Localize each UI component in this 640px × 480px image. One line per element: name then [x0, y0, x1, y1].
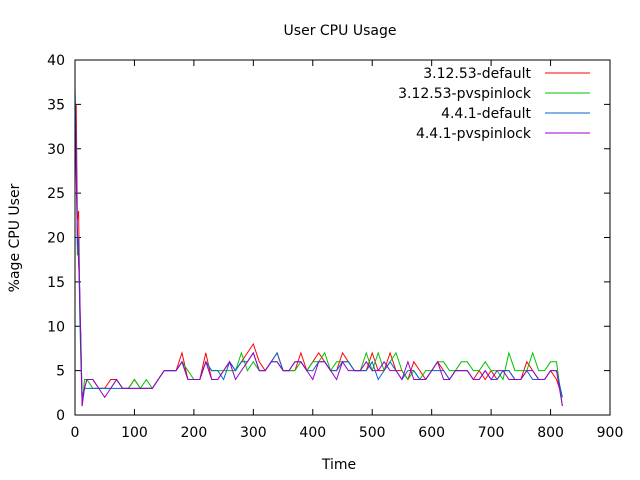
chart-title: User CPU Usage: [284, 23, 397, 39]
y-tick-label: 5: [56, 364, 65, 380]
legend-label-4: 4.4.1-pvspinlock: [416, 126, 532, 142]
x-tick-label: 900: [597, 425, 624, 441]
x-tick-label: 700: [478, 425, 505, 441]
y-axis-label: %age CPU User: [7, 183, 23, 292]
x-tick-label: 800: [537, 425, 564, 441]
series-layer: [74, 86, 563, 407]
x-tick-label: 100: [121, 425, 148, 441]
x-tick-label: 600: [418, 425, 445, 441]
legend-label-1: 3.12.53-default: [423, 66, 531, 82]
y-tick-label: 10: [47, 319, 65, 335]
plot-frame: [74, 59, 611, 416]
y-tick-label: 15: [47, 275, 65, 291]
legend: 3.12.53-default 3.12.53-pvspinlock 4.4.1-d…: [398, 66, 590, 142]
x-tick-label: 500: [359, 425, 386, 441]
legend-label-2: 3.12.53-pvspinlock: [398, 86, 532, 102]
x-tick-label: 300: [240, 425, 267, 441]
y-tick-label: 30: [47, 142, 65, 158]
y-tick-label: 35: [47, 97, 65, 113]
y-tick-label: 40: [47, 53, 65, 69]
y-tick-label: 0: [56, 408, 65, 424]
series-line-2: [74, 139, 563, 407]
series-line-1: [74, 104, 563, 398]
y-tick-label: 25: [47, 186, 65, 202]
legend-label-3: 4.4.1-default: [441, 106, 531, 122]
x-tick-label: 400: [299, 425, 326, 441]
series-line-4: [74, 113, 563, 407]
x-tick-label: 0: [71, 425, 80, 441]
y-tick-label: 20: [47, 231, 65, 247]
x-axis-label: Time: [321, 457, 356, 473]
x-tick-label: 200: [181, 425, 208, 441]
